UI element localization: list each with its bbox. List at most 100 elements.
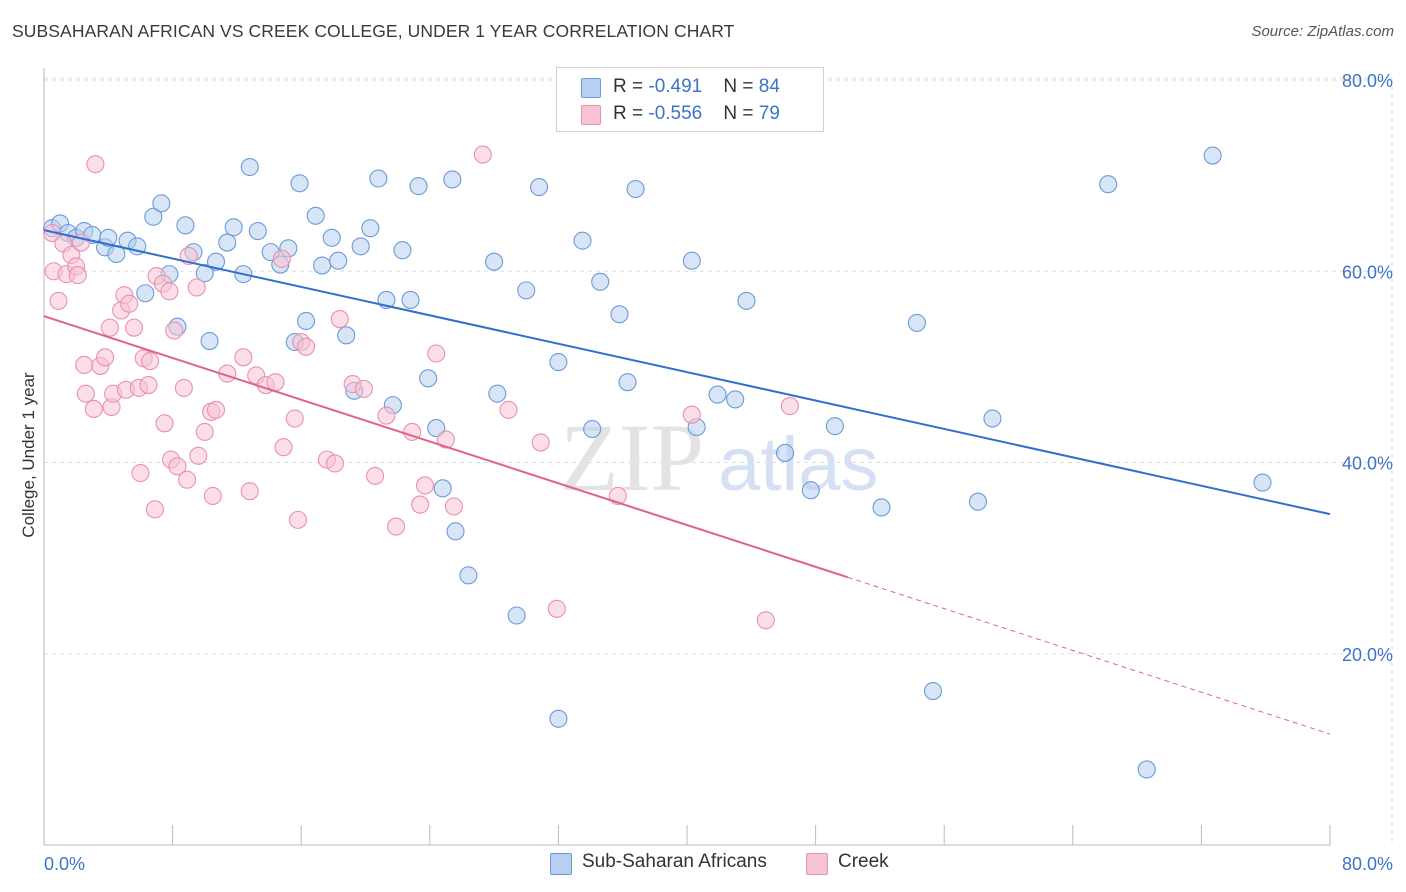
pink-point: [444, 497, 463, 516]
blue-point: [737, 291, 756, 310]
bottom-legend-swatch-pink: [806, 853, 828, 875]
blue-point: [176, 216, 195, 235]
blue-point: [393, 241, 412, 260]
legend-swatch-blue: [581, 78, 601, 98]
blue-point: [200, 332, 219, 351]
blue-point: [443, 170, 462, 189]
pink-point: [272, 249, 291, 268]
pink-point: [531, 433, 550, 452]
blue-point: [726, 390, 745, 409]
pink-point: [68, 266, 87, 285]
blue-point: [136, 284, 155, 303]
bottom-legend-swatch-blue: [550, 853, 572, 875]
blue-point: [708, 385, 727, 404]
blue-point: [583, 419, 602, 439]
blue-point: [825, 417, 844, 436]
legend-n-value: 79: [758, 103, 780, 124]
pink-point: [86, 155, 105, 174]
trend-lines: [43, 229, 1331, 735]
pink-point: [411, 495, 430, 514]
pink-point: [274, 438, 293, 457]
pink-point: [682, 405, 701, 424]
watermark: ZIP atlas: [560, 404, 879, 511]
blue-point: [419, 369, 438, 388]
pink-point: [100, 318, 119, 337]
pink-point: [206, 400, 226, 419]
blue-point: [618, 373, 637, 392]
pink-point: [354, 379, 373, 398]
pink-point: [141, 352, 160, 371]
blue-point: [152, 194, 171, 213]
blue-point: [329, 251, 348, 270]
pink-point: [174, 378, 193, 397]
pink-point: [285, 409, 304, 428]
pink-point: [427, 344, 446, 363]
legend-r-value: -0.491: [648, 76, 703, 97]
watermark-atlas: atlas: [718, 422, 879, 507]
blue-point: [549, 709, 568, 728]
blue-point: [1253, 473, 1272, 492]
blue-point: [224, 218, 243, 237]
pink-point: [139, 375, 158, 395]
pink-point: [436, 430, 455, 449]
pink-point: [120, 294, 139, 313]
pink-point: [386, 517, 406, 536]
blue-point: [968, 492, 988, 511]
blue-point: [488, 384, 507, 403]
pink-point: [195, 422, 214, 441]
pink-point: [187, 278, 206, 297]
correlation-legend: R = -0.491 N = 84 R = -0.556 N = 79: [556, 67, 824, 132]
pink-point: [203, 486, 222, 506]
pink-point: [96, 348, 115, 367]
pink-point: [240, 482, 259, 501]
axes: [43, 68, 1331, 846]
blue-point: [361, 219, 380, 238]
trend-line: [43, 229, 1331, 516]
pink-point: [780, 397, 799, 416]
blue-point: [776, 443, 795, 462]
blue-point: [409, 177, 428, 196]
blue-point: [983, 409, 1002, 428]
pink-point: [49, 291, 68, 310]
pink-point: [84, 399, 103, 419]
legend-swatch-pink: [581, 105, 601, 125]
blue-point: [1137, 760, 1156, 779]
pink-point: [266, 373, 285, 392]
pink-point: [178, 470, 197, 489]
pink-point: [415, 476, 435, 495]
blue-point: [290, 174, 309, 193]
pink-point: [168, 457, 187, 476]
blue-point: [923, 681, 942, 701]
y-axis-label: College, Under 1 year: [19, 372, 38, 538]
trend-line: [43, 315, 849, 579]
blue-point: [1203, 146, 1222, 165]
blue-point: [144, 207, 163, 226]
pink-point: [145, 500, 164, 519]
blue-point: [517, 281, 536, 300]
legend-r-value: -0.556: [648, 103, 703, 124]
tick-labels: 20.0% 40.0% 60.0% 80.0% 0.0% 80.0%: [44, 71, 1393, 874]
series-creek: [42, 145, 799, 630]
watermark-zip: ZIP: [560, 404, 704, 511]
legend-r-label: R =: [613, 103, 649, 124]
blue-point: [337, 326, 356, 345]
pink-point: [234, 348, 253, 367]
y-tick-label: 40.0%: [1342, 454, 1393, 474]
blue-point: [446, 522, 465, 541]
blue-point: [248, 222, 267, 241]
blue-point: [530, 178, 549, 197]
pink-point: [377, 406, 396, 425]
trend-line-extension: [847, 576, 1331, 735]
pink-point: [165, 321, 184, 340]
pink-point: [473, 145, 492, 164]
legend-n-value: 84: [758, 76, 780, 97]
pink-point: [189, 446, 208, 465]
y-tick-label: 60.0%: [1342, 262, 1393, 282]
pink-point: [325, 454, 345, 473]
blue-point: [801, 481, 820, 500]
pink-point: [288, 510, 308, 529]
blue-point: [459, 566, 478, 585]
legend-n-label: N =: [723, 103, 759, 124]
blue-point: [507, 606, 526, 625]
pink-point: [131, 463, 150, 483]
